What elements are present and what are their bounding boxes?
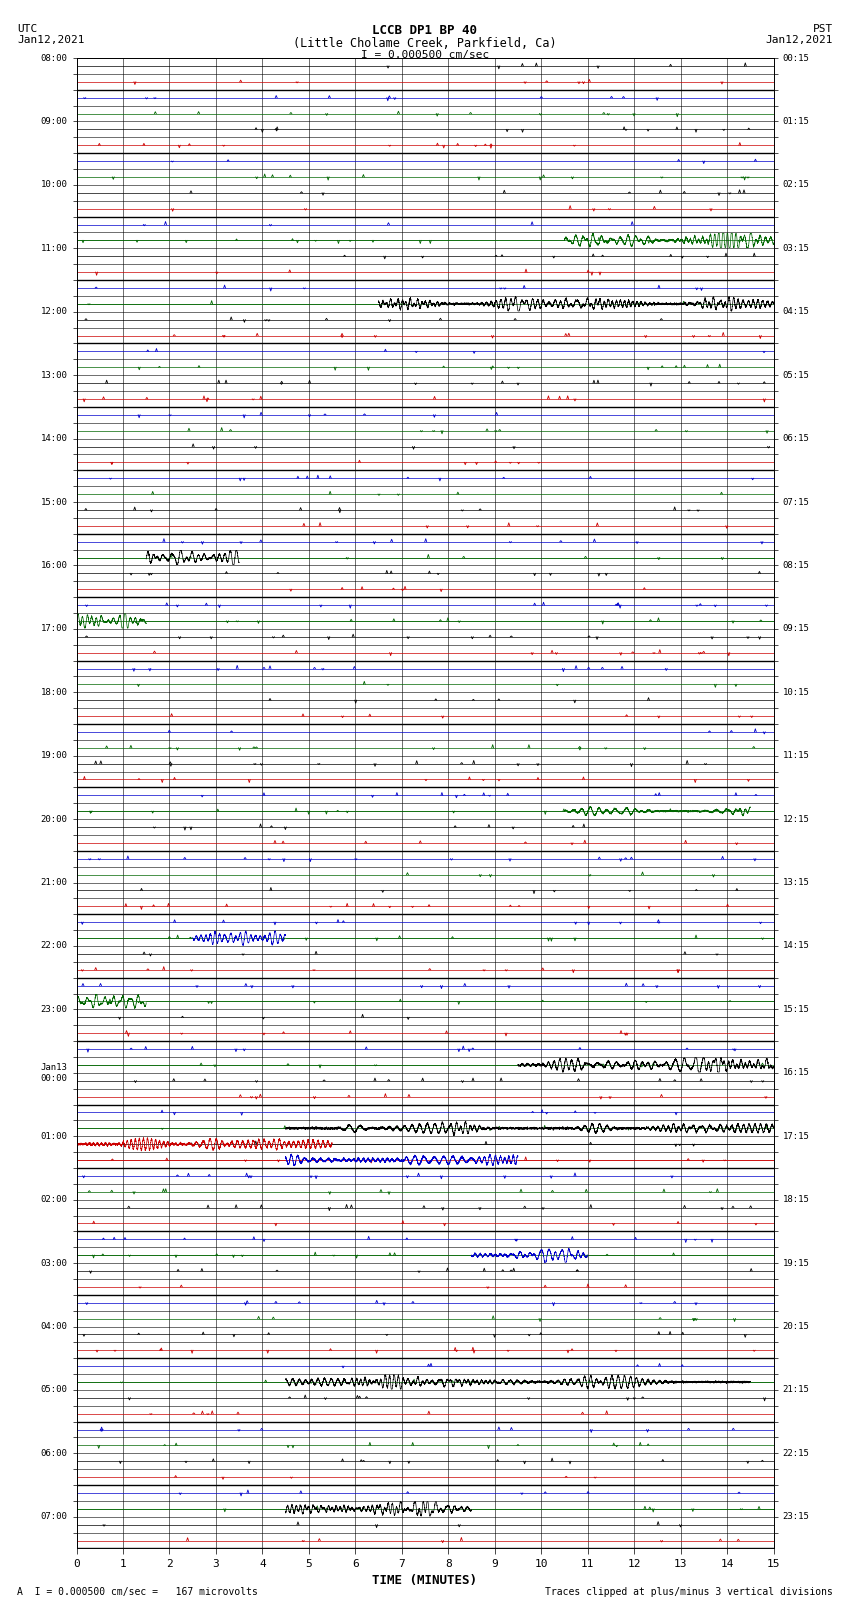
Text: UTC: UTC	[17, 24, 37, 34]
Text: A  I = 0.000500 cm/sec =   167 microvolts: A I = 0.000500 cm/sec = 167 microvolts	[17, 1587, 258, 1597]
Text: I = 0.000500 cm/sec: I = 0.000500 cm/sec	[361, 50, 489, 60]
X-axis label: TIME (MINUTES): TIME (MINUTES)	[372, 1574, 478, 1587]
Text: Jan12,2021: Jan12,2021	[766, 35, 833, 45]
Text: Traces clipped at plus/minus 3 vertical divisions: Traces clipped at plus/minus 3 vertical …	[545, 1587, 833, 1597]
Text: LCCB DP1 BP 40: LCCB DP1 BP 40	[372, 24, 478, 37]
Text: PST: PST	[813, 24, 833, 34]
Text: (Little Cholame Creek, Parkfield, Ca): (Little Cholame Creek, Parkfield, Ca)	[293, 37, 557, 50]
Text: Jan12,2021: Jan12,2021	[17, 35, 84, 45]
